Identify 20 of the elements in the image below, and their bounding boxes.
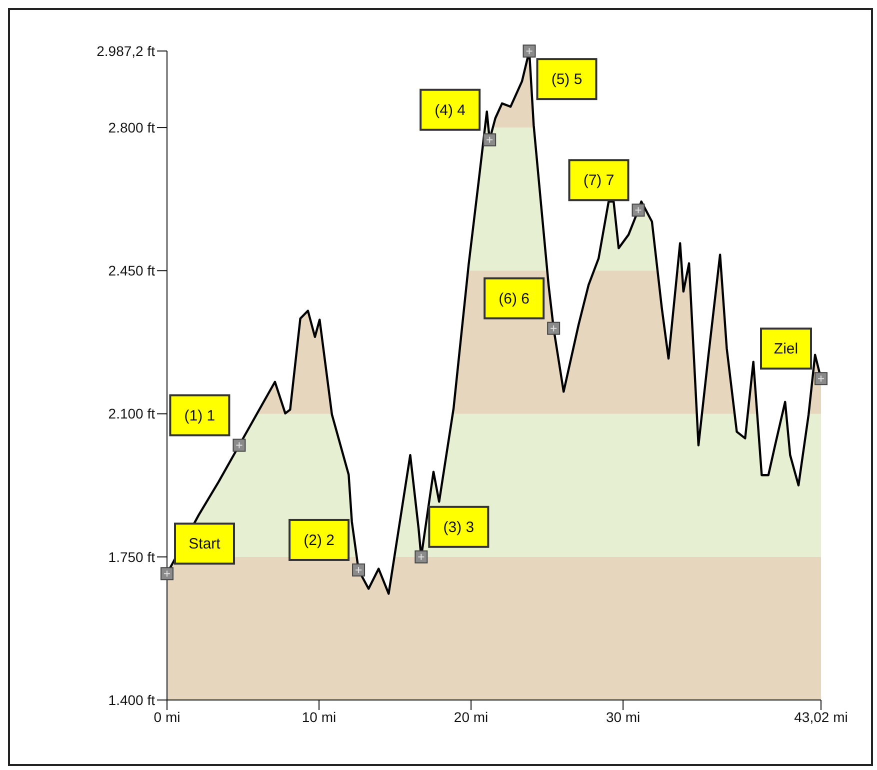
y-tick-label: 2.450 ft	[108, 262, 156, 279]
x-tick-label: 30 mi	[606, 708, 640, 725]
y-tick-label: 2.800 ft	[108, 120, 156, 136]
annotation: (4) 4	[434, 102, 466, 119]
y-tick-label: 1.400 ft	[108, 692, 156, 708]
x-tick-label: 43,02 mi	[794, 708, 848, 725]
x-tick-label: 20 mi	[454, 708, 488, 725]
annotation: Start	[188, 536, 222, 553]
x-tick-label: 0 mi	[154, 708, 180, 725]
annotation: (1) 1	[184, 407, 216, 424]
annotation: Ziel	[774, 340, 798, 358]
y-tick-label: 2.987,2 ft	[96, 42, 156, 59]
annotation: (6) 6	[498, 290, 530, 308]
annotation: (5) 5	[551, 71, 582, 88]
annotation: (7) 7	[583, 172, 614, 190]
annotation: (3) 3	[443, 518, 474, 536]
x-tick-label: 10 mi	[302, 708, 336, 725]
y-tick-label: 2.100 ft	[108, 406, 156, 422]
annotation: (2) 2	[304, 532, 334, 549]
y-tick-label: 1.750 ft	[108, 548, 156, 565]
